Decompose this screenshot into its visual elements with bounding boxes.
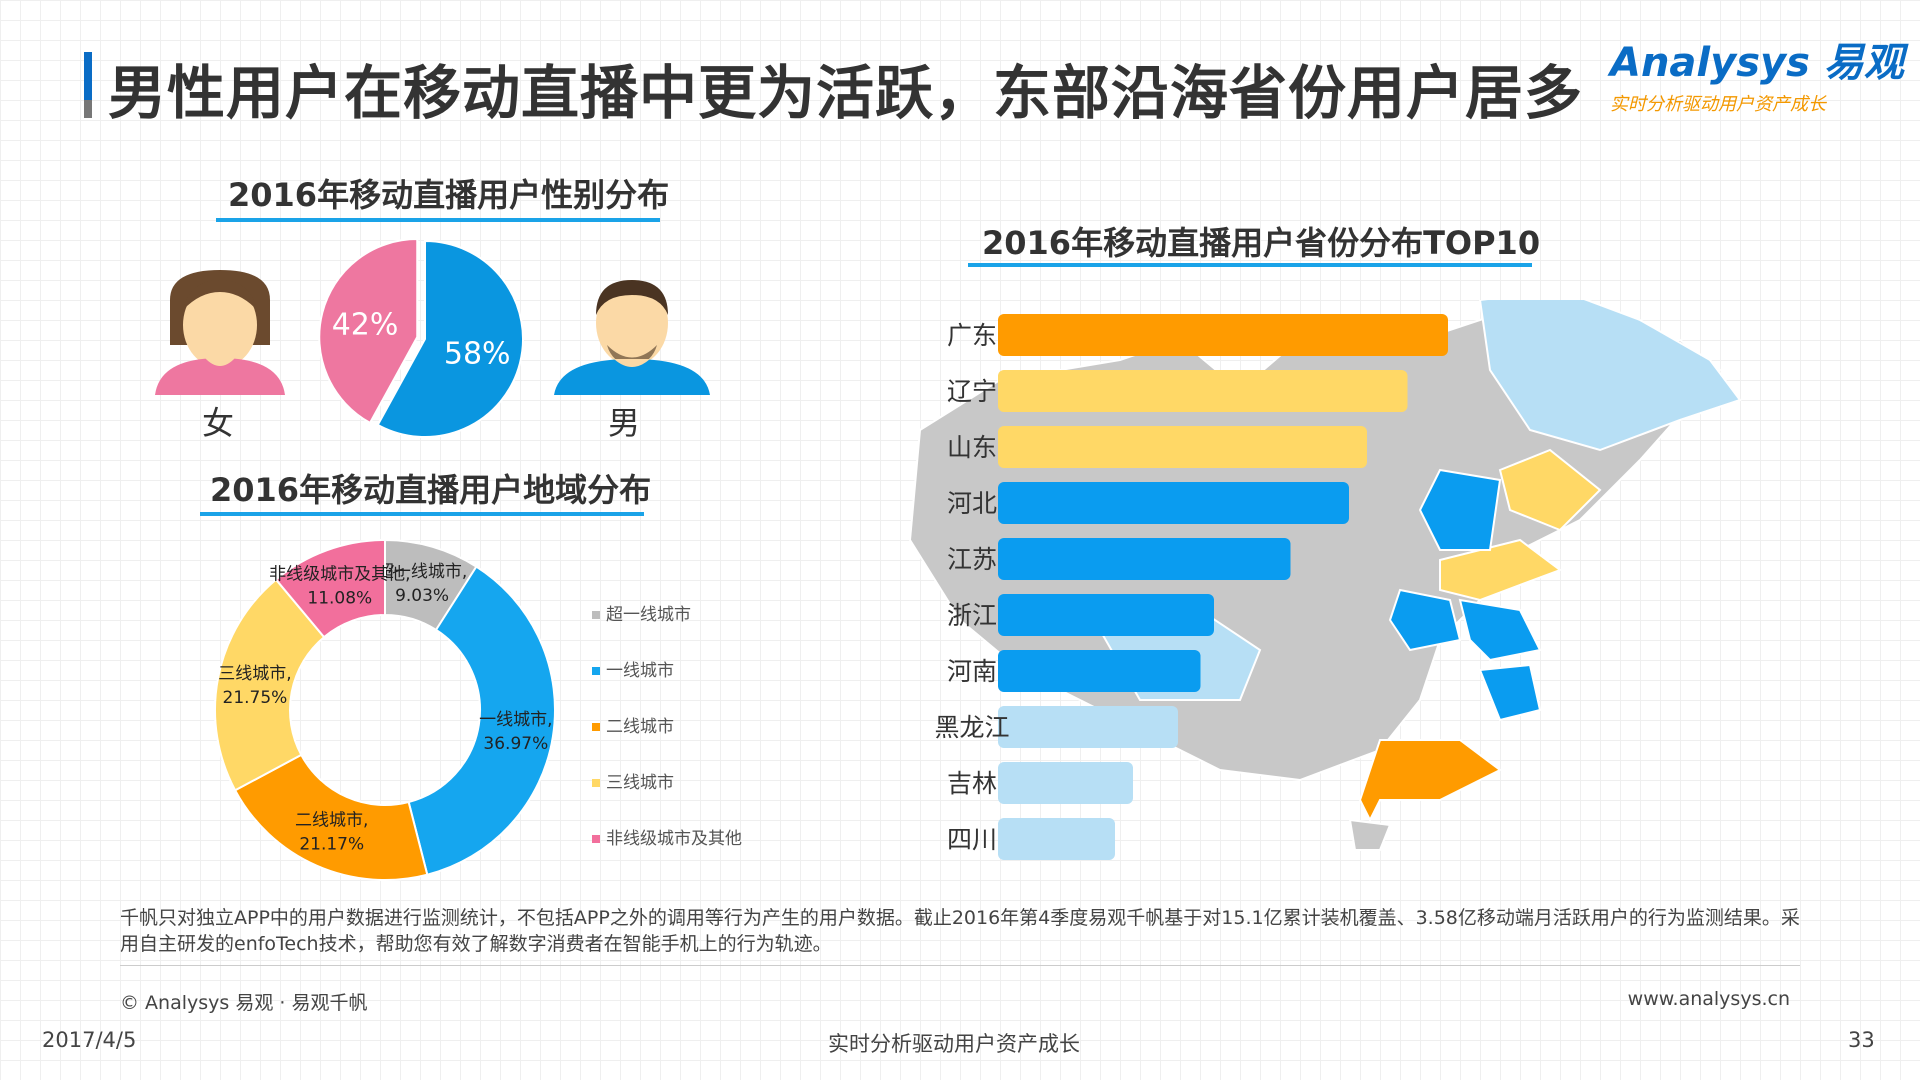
region-slice-name-4: 非线级城市及其他,	[269, 564, 410, 584]
province-bar-7	[998, 706, 1178, 748]
gender-pie-slice-female	[318, 238, 419, 425]
logo-main: Analysys 易观	[1610, 40, 1904, 86]
region-slice-name-3: 三线城市,	[218, 664, 291, 684]
male-avatar-icon	[554, 280, 710, 395]
region-legend-swatch-4	[592, 835, 600, 843]
female-avatar-icon	[155, 270, 285, 395]
province-bar-label-3: 河北	[947, 489, 997, 518]
region-slice-pct-3: 21.75%	[223, 688, 288, 708]
province-bar-label-7: 黑龙江	[934, 713, 1009, 742]
gender-pie-label-male: 58%	[444, 336, 511, 371]
region-slice-name-0: 超一线城市,	[377, 562, 467, 582]
province-bar-label-8: 吉林	[947, 769, 997, 798]
province-bar-3	[998, 482, 1349, 524]
region-legend-label-4: 非线级城市及其他	[606, 829, 742, 849]
province-bar-2	[998, 426, 1367, 468]
title-accent-bar	[84, 52, 92, 118]
region-legend-swatch-0	[592, 611, 600, 619]
male-label: 男	[608, 404, 641, 442]
region-slice-pct-2: 21.17%	[299, 834, 364, 854]
female-label: 女	[202, 404, 235, 442]
map-zhejiang	[1478, 663, 1542, 722]
region-legend-label-0: 超一线城市	[606, 605, 691, 625]
gender-pie-label-female: 42%	[332, 308, 399, 343]
region-donut-slice-4	[274, 538, 386, 639]
analysys-logo: Analysys 易观 实时分析驱动用户资产成长	[1610, 30, 1904, 120]
footnote-text: 千帆只对独立APP中的用户数据进行监测统计，不包括APP之外的调用等行为产生的用…	[120, 907, 1800, 955]
region-donut-slice-1	[407, 565, 556, 876]
gender-chart-title: 2016年移动直播用户性别分布	[228, 176, 670, 214]
map-guangdong	[1358, 739, 1502, 823]
region-donut-slice-3	[214, 578, 326, 792]
province-bar-4	[998, 538, 1291, 580]
province-bar-1	[998, 370, 1408, 412]
province-chart-title: 2016年移动直播用户省份分布TOP10	[982, 224, 1541, 262]
province-bar-5	[998, 594, 1214, 636]
gender-pie-slice-male	[376, 239, 524, 438]
map-northeast	[1478, 300, 1742, 452]
province-bar-9	[998, 818, 1115, 860]
logo-sub: 实时分析驱动用户资产成长	[1610, 94, 1826, 115]
province-bar-6	[998, 650, 1201, 692]
province-bar-8	[998, 762, 1133, 804]
province-bar-0	[998, 314, 1448, 356]
map-shandong	[1439, 538, 1563, 602]
map-hainan	[1348, 818, 1392, 851]
footer-page-number: 33	[1848, 1028, 1875, 1052]
map-liaoning	[1498, 448, 1602, 532]
province-bar-label-9: 四川	[947, 825, 997, 854]
region-donut-chart: 超一线城市, 9.03% 一线城市, 36.97% 二线城市, 21.17% 三线城市, 21…	[214, 538, 742, 881]
region-legend-label-2: 二线城市	[606, 717, 674, 737]
province-bar-label-6: 河南	[947, 657, 997, 686]
region-slice-name-1: 一线城市,	[479, 710, 552, 730]
region-slice-name-2: 二线城市,	[295, 810, 368, 830]
region-legend-label-1: 一线城市	[606, 661, 674, 681]
province-bar-label-2: 山东	[947, 433, 997, 462]
region-chart-title: 2016年移动直播用户地域分布	[210, 471, 652, 509]
copyright-text: © Analysys 易观 · 易观千帆	[120, 992, 368, 1014]
map-henan	[1388, 588, 1462, 652]
title-accent-bar-gray	[84, 100, 92, 118]
header: 男性用户在移动直播中更为活跃，东部沿海省份用户居多 Analysys 易观 实时…	[0, 0, 1920, 127]
region-slice-pct-1: 36.97%	[483, 734, 548, 754]
footer-divider	[120, 965, 1800, 966]
website-link[interactable]: www.analysys.cn	[1627, 988, 1790, 1010]
page-title: 男性用户在移动直播中更为活跃，东部沿海省份用户居多	[108, 59, 1584, 127]
region-legend-swatch-2	[592, 723, 600, 731]
province-title-underline	[968, 263, 1532, 267]
province-bar-label-1: 辽宁	[947, 377, 997, 406]
province-bar-label-0: 广东	[947, 321, 997, 350]
gender-title-underline	[216, 218, 660, 222]
footer-slogan: 实时分析驱动用户资产成长	[828, 1032, 1080, 1056]
region-slice-pct-0: 9.03%	[395, 586, 449, 606]
footer-date: 2017/4/5	[42, 1028, 137, 1052]
region-legend-swatch-3	[592, 779, 600, 787]
region-donut-slice-2	[233, 753, 429, 881]
region-slice-pct-4: 11.08%	[307, 588, 372, 608]
province-bar-label-5: 浙江	[947, 601, 997, 630]
region-legend-label-3: 三线城市	[606, 773, 674, 793]
gender-pie-chart: 42% 58%	[318, 238, 524, 438]
province-bar-label-4: 江苏	[947, 545, 997, 574]
region-title-underline	[200, 512, 644, 516]
map-hebei	[1418, 468, 1502, 551]
map-jiangsu	[1458, 598, 1542, 662]
region-legend-swatch-1	[592, 667, 600, 675]
